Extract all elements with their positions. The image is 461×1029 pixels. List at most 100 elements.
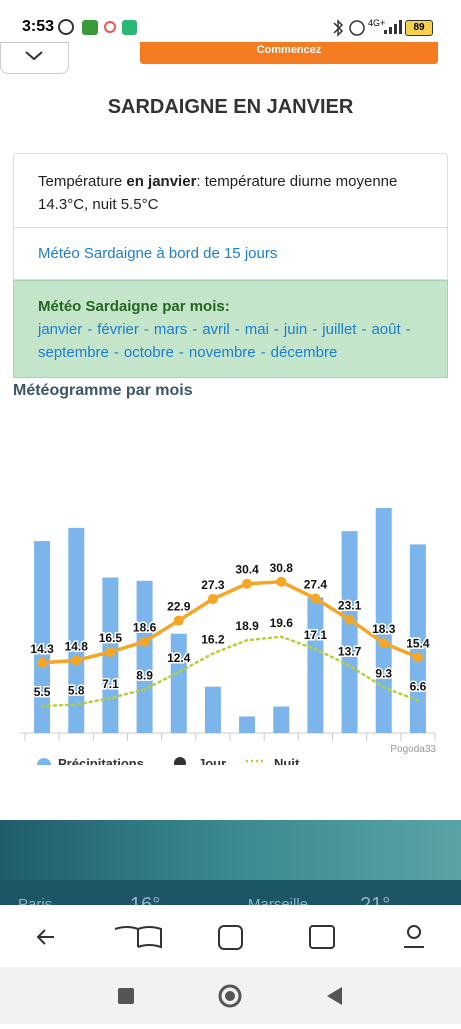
- value-label: 5.8: [68, 684, 85, 698]
- value-label: 16.5: [99, 631, 123, 645]
- downloads[interactable]: [309, 925, 335, 949]
- value-label: 5.5: [34, 685, 51, 699]
- chart-heading: Météogramme par mois: [13, 382, 193, 399]
- day-point: [378, 638, 389, 649]
- month-link[interactable]: mars: [153, 321, 188, 338]
- day-point: [105, 646, 116, 657]
- month-link[interactable]: septembre: [38, 344, 109, 361]
- value-label: 18.6: [133, 621, 157, 635]
- separator: -: [273, 321, 279, 338]
- back[interactable]: [36, 929, 54, 945]
- summary-text: Température: [38, 173, 127, 190]
- value-label: 17.1: [304, 628, 328, 642]
- collapse-button[interactable]: [0, 42, 69, 74]
- network: 4G+: [368, 18, 386, 28]
- month-link[interactable]: juillet: [322, 321, 357, 338]
- value-label: 16.2: [201, 632, 225, 646]
- link-15-days[interactable]: Météo Sardaigne à bord de 15 jours: [38, 245, 278, 262]
- month-link[interactable]: février: [97, 321, 139, 338]
- browser-toolbar: [0, 905, 461, 967]
- value-label: 30.4: [235, 563, 259, 577]
- separator: -: [178, 344, 184, 361]
- value-label: 15.4: [406, 636, 430, 650]
- status-bar: 3:53 4G+ 89: [0, 0, 461, 48]
- day-point: [310, 593, 321, 604]
- home[interactable]: [218, 925, 243, 950]
- value-label: 23.1: [338, 599, 362, 613]
- precip-bar: [239, 716, 256, 733]
- months-box: Météo Sardaigne par mois: janvier - févrie…: [13, 280, 448, 378]
- separator: -: [113, 344, 119, 361]
- day-point: [71, 655, 82, 666]
- precip-bar: [307, 597, 324, 733]
- month-link[interactable]: juin: [283, 321, 308, 338]
- precip-bar: [34, 541, 51, 733]
- day-point: [344, 614, 355, 625]
- value-label: 22.9: [167, 600, 191, 614]
- separator: -: [234, 321, 240, 338]
- precip-bar: [204, 686, 221, 733]
- bookmarks[interactable]: [114, 926, 162, 949]
- value-label: 18.9: [235, 619, 259, 633]
- months-heading: Météo Sardaigne par mois:: [38, 298, 230, 315]
- home-button[interactable]: [218, 984, 242, 1008]
- precip-bar: [341, 531, 358, 733]
- separator: -: [143, 321, 149, 338]
- precip-bar: [375, 508, 392, 733]
- clock: 3:53: [22, 18, 55, 35]
- month-link[interactable]: avril: [202, 321, 230, 338]
- day-point: [276, 576, 287, 587]
- value-label: 19.6: [270, 616, 294, 630]
- month-link[interactable]: août: [371, 321, 401, 338]
- legend-swatch: [37, 758, 51, 765]
- day-line: [40, 579, 420, 665]
- value-label: 12.4: [167, 651, 191, 665]
- precip-bar: [273, 706, 290, 733]
- notification-icons: [58, 19, 137, 35]
- value-label: 7.1: [102, 677, 119, 691]
- value-label: 6.6: [410, 680, 427, 694]
- value-label: 30.8: [270, 561, 294, 575]
- battery: 89: [405, 20, 433, 36]
- months-list: janvier - février - mars - avril - mai - juin - juil…: [38, 321, 416, 361]
- month-link[interactable]: mai: [244, 321, 269, 338]
- signal: [384, 20, 402, 34]
- web-content: Commencez SARDAIGNE EN JANVIER Températu…: [0, 42, 461, 916]
- month-link[interactable]: novembre: [188, 344, 256, 361]
- value-label: 14.8: [65, 639, 89, 653]
- precip-bar: [170, 633, 187, 733]
- month-link[interactable]: décembre: [270, 344, 338, 361]
- precip-bar: [136, 580, 153, 733]
- separator: -: [260, 344, 266, 361]
- day-point: [173, 615, 184, 626]
- value-label: 18.3: [372, 622, 396, 636]
- separator: -: [312, 321, 318, 338]
- separator: -: [361, 321, 367, 338]
- profile[interactable]: [407, 925, 421, 939]
- legend-swatch: [174, 757, 186, 765]
- start-button[interactable]: Commencez: [140, 42, 438, 64]
- system-nav: [0, 967, 461, 1024]
- recents[interactable]: [118, 988, 134, 1004]
- legend-label: Précipitations: [58, 756, 144, 765]
- separator: -: [87, 321, 93, 338]
- precip-bar: [68, 527, 85, 733]
- day-point: [37, 657, 48, 668]
- value-label: 27.3: [201, 578, 225, 592]
- month-link[interactable]: octobre: [123, 344, 174, 361]
- summary-box: Température en janvier: température diur…: [13, 153, 448, 228]
- value-label: 14.3: [30, 642, 54, 656]
- day-point: [412, 652, 423, 663]
- back-button[interactable]: [327, 987, 342, 1005]
- summary-text: : température diurne moyenne 14.3°C, nui…: [38, 173, 398, 213]
- month-link[interactable]: janvier: [38, 321, 83, 338]
- value-label: 8.9: [136, 668, 153, 682]
- legend-label: Jour: [198, 756, 226, 765]
- separator: -: [192, 321, 198, 338]
- value-label: 9.3: [375, 666, 392, 680]
- credit: Pogoda33: [390, 744, 436, 755]
- day-point: [207, 593, 218, 604]
- precip-bar: [409, 544, 426, 733]
- page-title: SARDAIGNE EN JANVIER: [107, 96, 354, 118]
